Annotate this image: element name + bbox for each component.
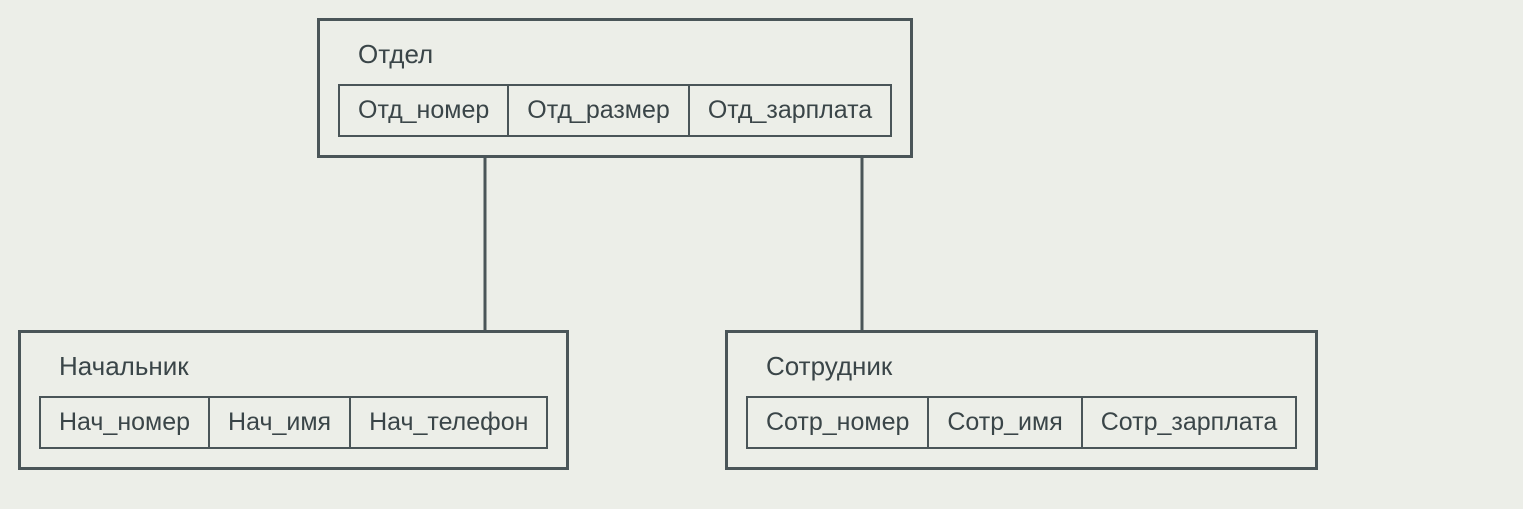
attr-cell: Отд_размер bbox=[509, 86, 690, 135]
entity-department: Отдел Отд_номер Отд_размер Отд_зарплата bbox=[317, 18, 913, 158]
attr-cell: Сотр_номер bbox=[748, 398, 929, 447]
entity-title: Начальник bbox=[59, 351, 548, 382]
attr-cell: Сотр_зарплата bbox=[1083, 398, 1296, 447]
attr-cell: Нач_телефон bbox=[351, 398, 546, 447]
attr-row: Сотр_номер Сотр_имя Сотр_зарплата bbox=[746, 396, 1297, 449]
attr-cell: Нач_имя bbox=[210, 398, 351, 447]
attr-cell: Сотр_имя bbox=[929, 398, 1082, 447]
entity-title: Сотрудник bbox=[766, 351, 1297, 382]
attr-row: Нач_номер Нач_имя Нач_телефон bbox=[39, 396, 548, 449]
entity-employee: Сотрудник Сотр_номер Сотр_имя Сотр_зарпл… bbox=[725, 330, 1318, 470]
attr-row: Отд_номер Отд_размер Отд_зарплата bbox=[338, 84, 892, 137]
attr-cell: Нач_номер bbox=[41, 398, 210, 447]
entity-boss: Начальник Нач_номер Нач_имя Нач_телефон bbox=[18, 330, 569, 470]
entity-title: Отдел bbox=[358, 39, 892, 70]
attr-cell: Отд_номер bbox=[340, 86, 509, 135]
attr-cell: Отд_зарплата bbox=[690, 86, 890, 135]
